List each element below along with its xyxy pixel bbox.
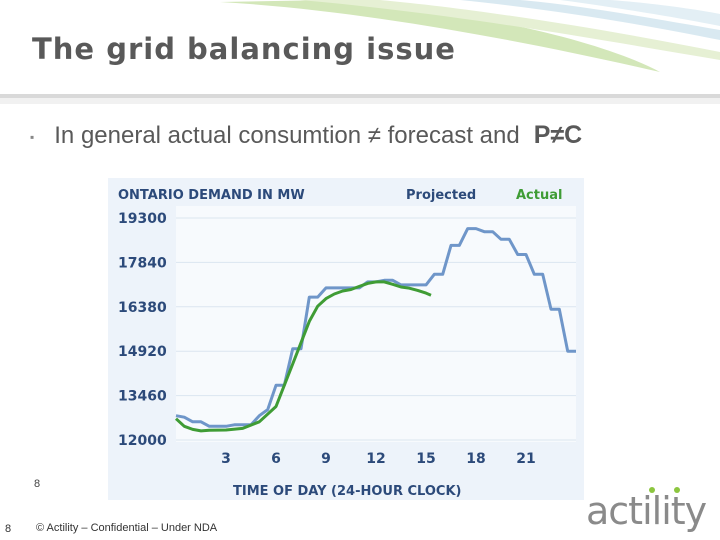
- bullet-icon: ▪: [30, 129, 35, 144]
- page-number: 8: [5, 523, 12, 535]
- bullet-point: ▪ In general actual consumtion ≠ forecast…: [30, 121, 582, 150]
- plot-area: [176, 206, 576, 442]
- decorative-swoosh: [0, 0, 720, 104]
- footer-number: 8: [34, 478, 41, 490]
- x-tick-label: 3: [221, 451, 231, 467]
- actility-logo: actility: [586, 487, 708, 533]
- chart-title: ONTARIO DEMAND IN MW: [118, 188, 305, 203]
- legend-projected: Projected: [406, 188, 476, 203]
- x-tick-label: 6: [271, 451, 281, 467]
- svg-text:actility: actility: [586, 489, 707, 533]
- bullet-formula: P≠C: [533, 121, 583, 149]
- series-line-actual: [174, 280, 432, 433]
- x-axis-label: TIME OF DAY (24-HOUR CLOCK): [233, 484, 461, 499]
- y-tick-label: 14920: [118, 344, 167, 360]
- y-tick-label: 16380: [118, 300, 167, 316]
- y-tick-label: 19300: [118, 211, 167, 227]
- x-tick-label: 15: [416, 451, 435, 467]
- y-tick-label: 12000: [118, 433, 167, 449]
- y-tick-label: 13460: [118, 389, 167, 405]
- x-tick-label: 12: [366, 451, 385, 467]
- demand-chart: ONTARIO DEMAND IN MW Projected Actual 12…: [108, 178, 584, 500]
- x-tick-label: 21: [516, 451, 535, 467]
- bullet-text: In general actual consumtion ≠ forecast …: [54, 122, 520, 149]
- copyright-text: © Actility – Confidential – Under NDA: [36, 522, 218, 534]
- legend-actual: Actual: [516, 188, 562, 203]
- y-tick-label: 17840: [118, 255, 167, 271]
- slide-title: The grid balancing issue: [32, 32, 456, 66]
- x-tick-label: 9: [321, 451, 331, 467]
- x-tick-label: 18: [466, 451, 485, 467]
